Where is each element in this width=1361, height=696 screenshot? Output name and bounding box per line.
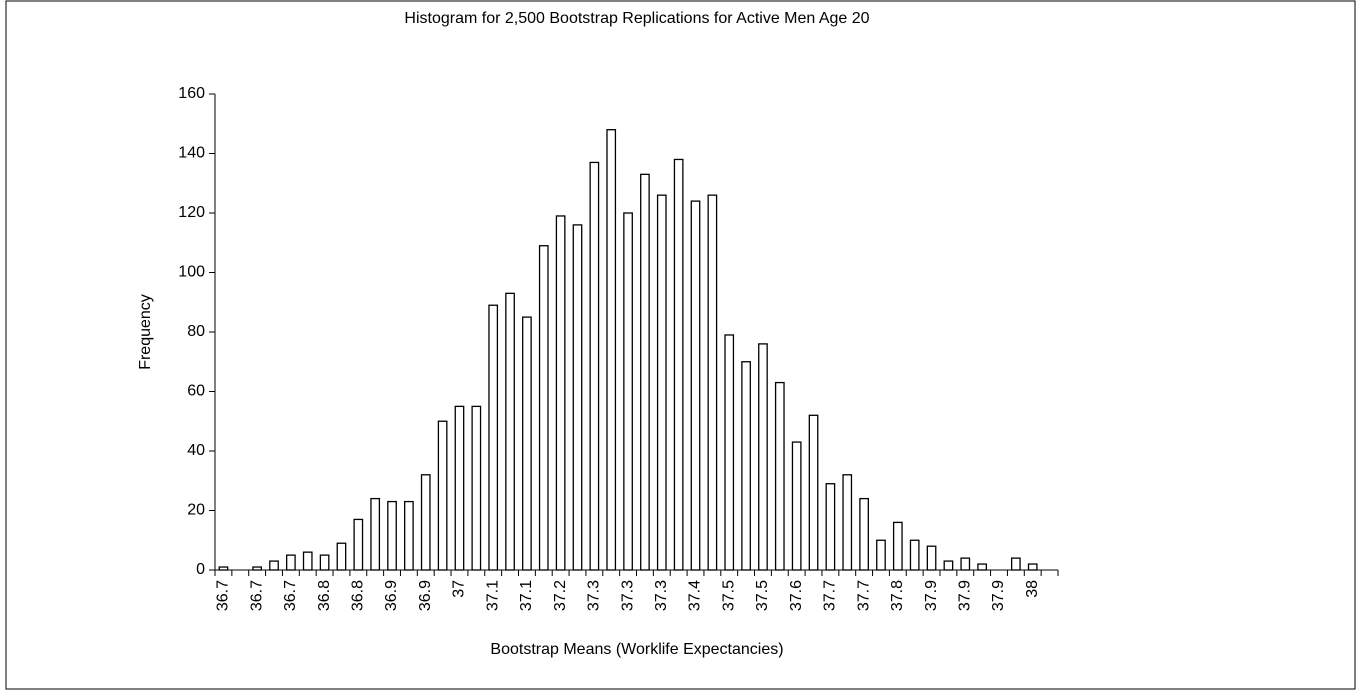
bar: [724, 334, 735, 571]
x-tick-label: 37.3: [619, 580, 636, 611]
bar: [589, 161, 600, 571]
bar: [791, 441, 802, 571]
bar: [909, 539, 920, 571]
bar: [960, 557, 971, 571]
bar: [640, 173, 650, 571]
x-tick-label: 36.8: [350, 580, 367, 611]
x-tick-label: 37.9: [956, 580, 973, 611]
x-tick-label: 38: [1024, 580, 1041, 598]
bar: [741, 361, 751, 571]
x-tick-label: 36.7: [215, 580, 232, 611]
bar: [522, 316, 532, 571]
bar: [454, 405, 465, 571]
y-axis-label: Frequency: [137, 294, 154, 370]
bar: [218, 566, 229, 571]
x-tick-label: 37.4: [687, 580, 704, 611]
x-tick-label: 37.8: [889, 580, 906, 611]
bar: [656, 194, 667, 571]
x-tick-label: 36.7: [248, 580, 265, 611]
y-tick-label: 60: [187, 383, 205, 400]
y-tick-label: 40: [187, 442, 205, 459]
y-tick-label: 140: [178, 145, 205, 162]
x-tick-label: 36.8: [316, 580, 333, 611]
bar: [758, 343, 768, 571]
bar: [808, 414, 819, 571]
bar: [488, 304, 499, 571]
y-tick-label: 160: [178, 85, 205, 102]
bar: [319, 554, 330, 571]
bar: [420, 474, 431, 571]
bar: [387, 500, 397, 571]
x-tick-label: 37.3: [653, 580, 670, 611]
bar: [943, 560, 954, 571]
x-axis-label: Bootstrap Means (Worklife Expectancies): [490, 641, 783, 658]
bar: [606, 129, 617, 571]
bar: [690, 200, 701, 571]
x-tick-label: 36.9: [383, 580, 400, 611]
bar: [437, 420, 448, 571]
y-tick-label: 0: [196, 561, 205, 578]
bar: [555, 215, 566, 571]
bar: [1010, 557, 1021, 571]
bar: [623, 212, 633, 571]
bar: [926, 545, 937, 571]
y-tick-label: 100: [178, 264, 205, 281]
bar: [252, 566, 263, 571]
bar: [353, 518, 364, 571]
x-tick-label: 37.9: [990, 580, 1007, 611]
x-tick-label: 37.9: [923, 580, 940, 611]
bar: [876, 539, 886, 571]
x-tick-label: 37.7: [822, 580, 839, 611]
bar: [370, 497, 381, 571]
bar: [286, 554, 296, 571]
bar: [404, 500, 414, 571]
x-tick-label: 37.3: [586, 580, 603, 611]
bar: [859, 497, 869, 571]
bar: [977, 563, 987, 571]
y-tick-label: 20: [187, 502, 205, 519]
x-tick-label: 37.5: [754, 580, 771, 611]
bar: [336, 542, 347, 571]
bar: [572, 224, 583, 571]
bar: [538, 245, 549, 571]
bar: [1027, 563, 1038, 571]
x-tick-label: 37: [451, 580, 468, 598]
x-tick-label: 37.6: [788, 580, 805, 611]
x-tick-label: 36.7: [282, 580, 299, 611]
chart-title: Histogram for 2,500 Bootstrap Replicatio…: [404, 10, 869, 27]
bar: [825, 483, 836, 571]
y-tick-label: 80: [187, 323, 205, 340]
x-tick-label: 36.9: [417, 580, 434, 611]
x-tick-label: 37.5: [720, 580, 737, 611]
bar: [302, 551, 313, 571]
y-tick-label: 120: [178, 204, 205, 221]
bar: [774, 381, 785, 571]
x-tick-label: 37.2: [552, 580, 569, 611]
bar: [471, 405, 482, 571]
bar: [505, 292, 515, 571]
x-tick-label: 37.1: [518, 580, 535, 611]
x-tick-label: 37.7: [855, 580, 872, 611]
bar: [673, 158, 684, 571]
x-tick-label: 37.1: [484, 580, 501, 611]
bar: [892, 521, 903, 571]
bar: [269, 560, 279, 571]
bar: [842, 474, 853, 571]
bar: [707, 194, 718, 571]
